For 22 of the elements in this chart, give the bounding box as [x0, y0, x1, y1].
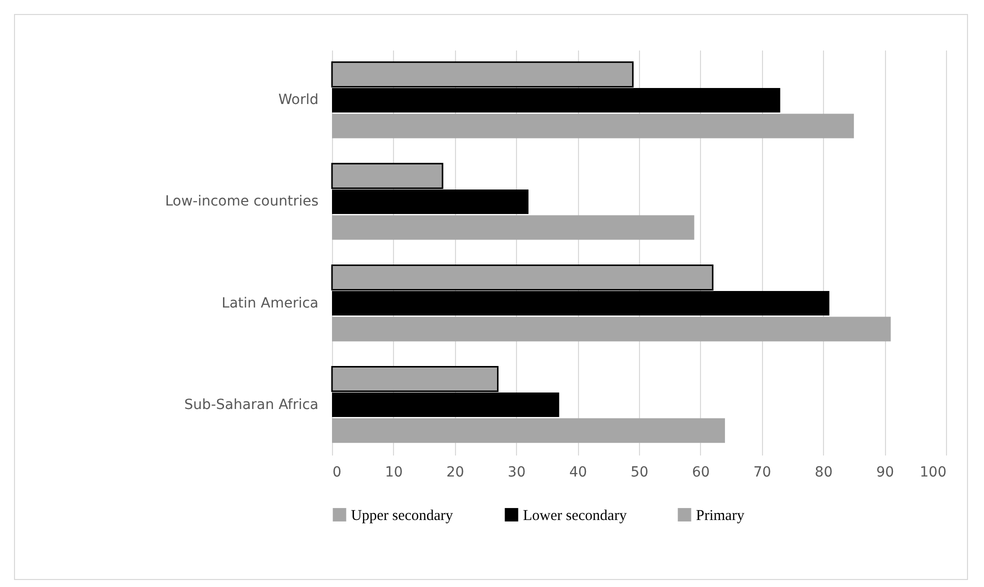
x-tick-label: 70	[753, 464, 772, 480]
x-tick-label: 40	[569, 464, 588, 480]
bar	[332, 114, 854, 138]
x-tick-label: 60	[692, 464, 710, 480]
x-tick-label: 100	[920, 464, 946, 480]
x-tick-label: 0	[332, 464, 342, 480]
legend-label: Upper secondary	[351, 508, 454, 524]
y-tick-label: Latin America	[222, 295, 318, 312]
x-tick-label: 50	[630, 464, 648, 480]
legend-label: Primary	[696, 508, 745, 524]
bar	[332, 316, 891, 342]
x-tick-label: 10	[384, 464, 403, 480]
y-tick-label: World	[278, 92, 318, 108]
x-tick-label: 80	[814, 464, 833, 480]
y-tick-label: Sub-Saharan Africa	[184, 396, 318, 413]
x-tick-label: 30	[508, 464, 526, 480]
bar	[332, 215, 694, 240]
y-tick-label: Low-income countries	[165, 194, 318, 210]
x-tick-label: 90	[876, 464, 894, 480]
bar	[332, 418, 725, 443]
legend-label: Lower secondary	[523, 508, 628, 524]
x-tick-label: 20	[446, 464, 464, 480]
